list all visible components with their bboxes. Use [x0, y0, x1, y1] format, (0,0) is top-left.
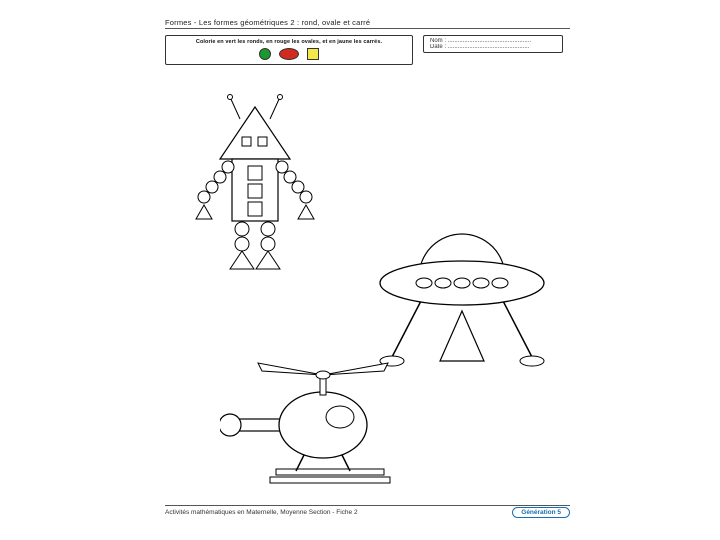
date-field: Date : .................................… — [430, 44, 556, 50]
instruction-text: Colorie en vert les ronds, en rouge les … — [172, 39, 406, 45]
robot-figure — [190, 89, 360, 289]
legend — [172, 48, 406, 60]
instruction-box: Colorie en vert les ronds, en rouge les … — [165, 35, 413, 65]
legend-square-icon — [307, 48, 319, 60]
student-meta: Nom : ..................................… — [423, 35, 563, 53]
helicopter-figure — [220, 359, 440, 499]
legend-circle-icon — [259, 48, 271, 60]
worksheet-title: Formes - Les formes géométriques 2 : ron… — [165, 18, 570, 29]
legend-oval-icon — [279, 48, 299, 60]
footer-text: Activités mathématiques en Maternelle, M… — [165, 509, 358, 516]
top-row: Colorie en vert les ronds, en rouge les … — [165, 35, 570, 65]
drawings-area — [165, 69, 570, 489]
brand-badge: Génération 5 — [512, 507, 570, 518]
footer: Activités mathématiques en Maternelle, M… — [165, 505, 570, 518]
